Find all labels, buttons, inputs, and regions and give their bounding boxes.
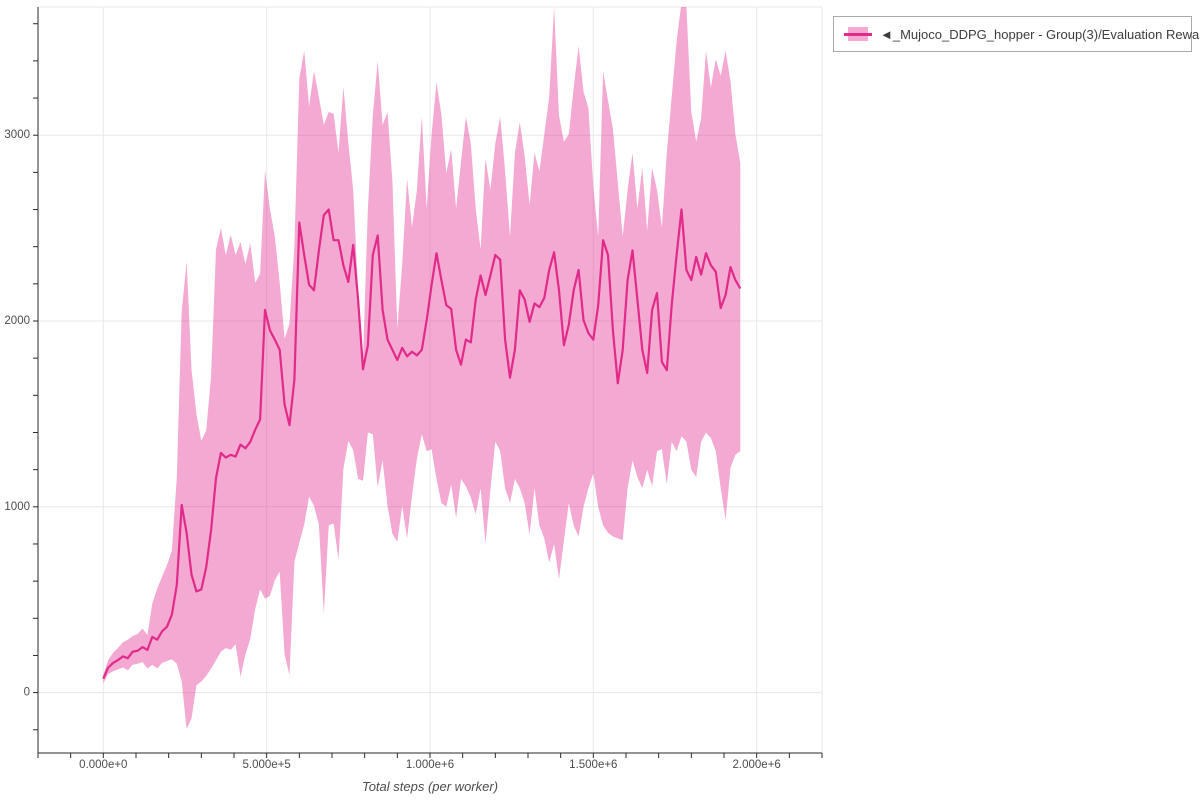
x-tick-label: 2.000e+6	[733, 759, 781, 771]
minmax-band	[103, 7, 741, 729]
x-axis-title: Total steps (per worker)	[361, 779, 499, 794]
series-swatch-icon	[844, 26, 872, 42]
x-tick-label: 1.000e+6	[406, 759, 454, 771]
x-tick-label: 0.000e+0	[79, 759, 127, 771]
legend-item-label: ◄_Mujoco_DDPG_hopper - Group(3)/Evaluati…	[880, 26, 1200, 42]
x-tick-label: 5.000e+5	[243, 759, 291, 771]
legend-item[interactable]: ◄_Mujoco_DDPG_hopper - Group(3)/Evaluati…	[833, 16, 1200, 52]
y-tick-label: 0	[24, 687, 30, 699]
y-tick-label: 3000	[4, 129, 30, 141]
x-tick-label: 1.500e+6	[569, 759, 617, 771]
line-swatch	[844, 32, 872, 36]
mean-line	[102, 208, 742, 680]
y-tick-label: 1000	[4, 501, 30, 513]
y-tick-label: 2000	[4, 315, 30, 327]
